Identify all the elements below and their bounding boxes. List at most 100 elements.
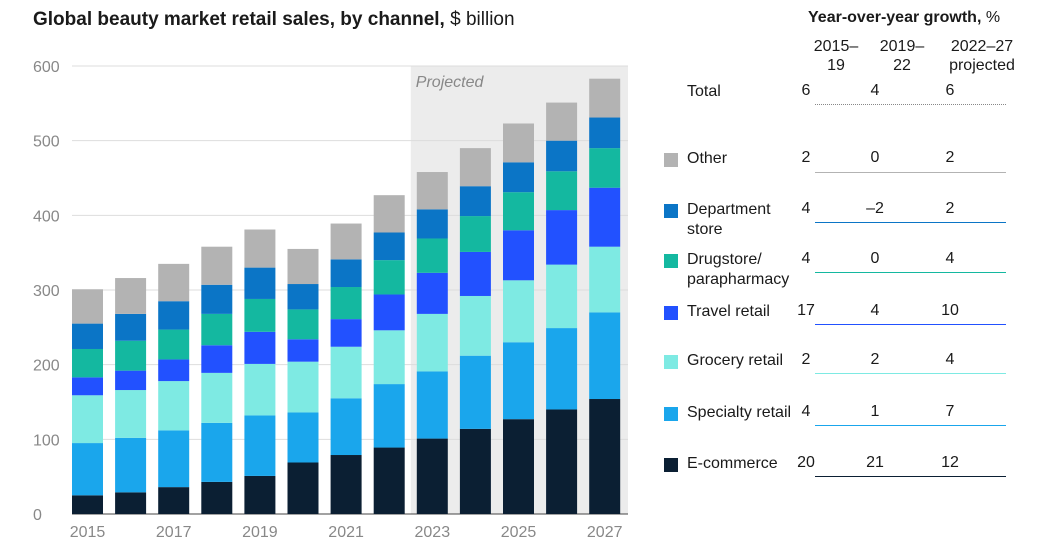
growth-column-header-1-line1: 2015– — [813, 38, 859, 55]
bar-segment — [72, 323, 103, 349]
bar-segment — [546, 409, 578, 514]
bar-segment — [158, 430, 190, 488]
x-tick-label: 2021 — [328, 524, 364, 541]
chart-title: Global beauty market retail sales, by ch… — [33, 9, 515, 31]
bar-segment — [459, 355, 491, 429]
bar-segment — [287, 361, 319, 413]
bar-segment — [72, 289, 103, 324]
bar-segment — [416, 438, 448, 514]
growth-column-header-2-line2: 22 — [893, 57, 911, 74]
growth-column-header-1: 2015– 19 — [791, 37, 881, 75]
bar-segment — [158, 487, 190, 514]
growth-value: 1 — [870, 403, 880, 420]
bar-segment — [546, 210, 578, 265]
bar-segment — [115, 313, 147, 341]
bar-segment — [244, 298, 276, 332]
bar-segment — [244, 415, 276, 476]
growth-row-underline — [815, 476, 1006, 477]
bar-segment — [546, 328, 578, 410]
bar-segment — [503, 280, 534, 343]
growth-value: 4 — [945, 351, 955, 368]
projected-label: Projected — [416, 74, 485, 91]
growth-row-label: Travel retail — [687, 303, 770, 320]
bar-segment — [373, 384, 405, 448]
bar-segment — [201, 313, 233, 346]
bar-segment — [330, 455, 362, 514]
bar-segment — [72, 395, 103, 444]
bar-segment — [244, 229, 276, 268]
bar-segment — [330, 398, 362, 456]
bar-segment — [158, 329, 190, 360]
bar-segment — [589, 187, 621, 247]
bar-segment — [459, 186, 491, 217]
bar-segment — [546, 171, 578, 211]
bar-segment — [244, 475, 276, 514]
growth-row-label: Department store — [687, 201, 771, 238]
bar-segment — [416, 209, 448, 239]
bar-segment — [373, 330, 405, 385]
bar-segment — [416, 371, 448, 439]
bar-segment — [115, 278, 147, 314]
legend-swatch — [664, 204, 678, 218]
bar-segment — [158, 301, 190, 330]
y-tick-label: 400 — [33, 208, 60, 225]
bar-segment — [459, 428, 491, 514]
growth-value: 17 — [797, 302, 815, 319]
growth-row-label: Total — [687, 83, 721, 100]
bar-segment — [373, 447, 405, 514]
growth-row-label: Specialty retail — [687, 404, 792, 421]
bar-segment — [244, 331, 276, 364]
bar-segment — [589, 117, 621, 149]
bar-segment — [201, 246, 233, 285]
bar-segment — [459, 216, 491, 252]
bar-segment — [503, 230, 534, 281]
growth-column-header-2: 2019– 22 — [857, 37, 947, 75]
bar-segment — [416, 238, 448, 273]
growth-value: 7 — [945, 403, 955, 420]
bar-segment — [72, 377, 103, 396]
growth-row-label: Other — [687, 150, 728, 167]
stacked-bar-chart: Projected 0 100 200 300 400 500 600 2015 2017 2019… — [33, 59, 628, 541]
growth-column-header-1-line2: 19 — [827, 57, 845, 74]
bar-segment — [244, 363, 276, 416]
x-tick-label: 2017 — [156, 524, 192, 541]
bar-segment — [115, 437, 147, 493]
growth-row-label: Drugstore/parapharmacy — [687, 251, 790, 288]
bar-segment — [503, 419, 534, 514]
growth-value: 10 — [941, 302, 959, 319]
bar-segment — [416, 172, 448, 210]
growth-value: 4 — [801, 403, 811, 420]
bar-segment — [416, 272, 448, 314]
growth-value: 2 — [945, 149, 955, 166]
bar-segment — [287, 339, 319, 362]
bar-segment — [589, 246, 621, 313]
growth-value: 21 — [866, 454, 884, 471]
bar-segment — [330, 223, 362, 260]
growth-value: 2 — [870, 351, 880, 368]
legend-swatch — [664, 458, 678, 472]
growth-column-header-3-line2: projected — [949, 57, 1015, 74]
bar-segment — [330, 319, 362, 347]
bar-segment — [546, 264, 578, 329]
growth-row-underline — [815, 373, 1006, 374]
growth-value: 4 — [945, 250, 955, 267]
bar-segment — [201, 284, 233, 314]
growth-row-underline — [815, 425, 1006, 426]
growth-row-underline — [815, 272, 1006, 273]
x-tick-label: 2015 — [70, 524, 106, 541]
bar-segment — [459, 148, 491, 187]
bar-segment — [546, 102, 578, 141]
growth-title-unit: % — [981, 9, 1001, 26]
growth-column-header-3-line1: 2022–27 — [950, 38, 1014, 55]
bar-segment — [72, 495, 103, 514]
bar-segment — [373, 195, 405, 233]
growth-column-header-2-line1: 2019– — [879, 38, 925, 55]
bar-segment — [589, 78, 621, 118]
bar-segment — [589, 399, 621, 514]
bar-segment — [115, 390, 147, 438]
bar-segment — [287, 412, 319, 463]
bar-segment — [503, 342, 534, 420]
bar-segment — [158, 263, 190, 302]
bar-segment — [287, 284, 319, 310]
growth-row-label: E-commerce — [687, 455, 778, 472]
